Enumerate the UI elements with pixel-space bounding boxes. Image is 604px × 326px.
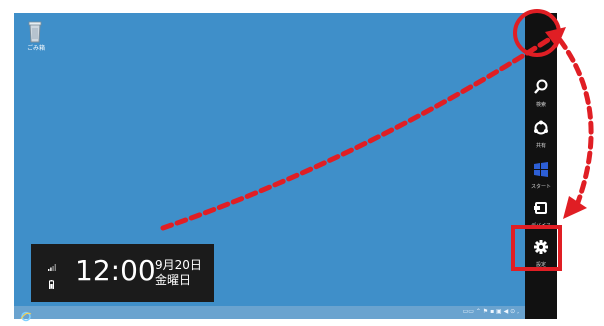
- charm-label: 検索: [535, 102, 546, 108]
- windows-logo-icon: [534, 162, 548, 177]
- charm-label: 共有: [535, 143, 546, 149]
- internet-explorer-icon[interactable]: [20, 307, 32, 322]
- gear-icon: [534, 240, 548, 254]
- charm-label: デバイス: [531, 223, 551, 229]
- clock-time: 12:00: [75, 254, 156, 287]
- charm-share[interactable]: 共有: [525, 116, 557, 154]
- taskbar: ▭▭ ⌃ ⚑ ▪ ▣ ◀ ⊙ ,: [14, 306, 525, 322]
- system-tray[interactable]: ▭▭ ⌃ ⚑ ▪ ▣ ◀ ⊙ ,: [462, 308, 519, 315]
- annotation-arrowhead-curve: [563, 196, 587, 219]
- clock-date-weekday: 金曜日: [155, 273, 192, 287]
- share-icon: [534, 120, 548, 135]
- annotation-arrow-curve: [557, 37, 594, 208]
- charm-label: 設定: [535, 262, 546, 268]
- recycle-bin-label: ごみ箱: [26, 45, 45, 52]
- search-icon: [534, 79, 548, 94]
- devices-icon: [534, 202, 547, 214]
- charms-bar: 検索 共有 スタート デバイス: [525, 13, 557, 319]
- clock-date: 9月20日 金曜日: [155, 258, 202, 288]
- charm-search[interactable]: 検索: [525, 75, 557, 113]
- charm-devices[interactable]: デバイス: [525, 196, 557, 234]
- charm-start[interactable]: スタート: [525, 157, 557, 195]
- charm-label: スタート: [530, 184, 551, 190]
- recycle-bin-icon[interactable]: [24, 19, 46, 45]
- clock-overlay: 12:00 9月20日 金曜日: [31, 244, 214, 302]
- charm-settings[interactable]: 設定: [525, 235, 557, 273]
- signal-icon: [48, 264, 56, 271]
- battery-icon: [49, 280, 54, 289]
- clock-date-day: 9月20日: [155, 258, 202, 272]
